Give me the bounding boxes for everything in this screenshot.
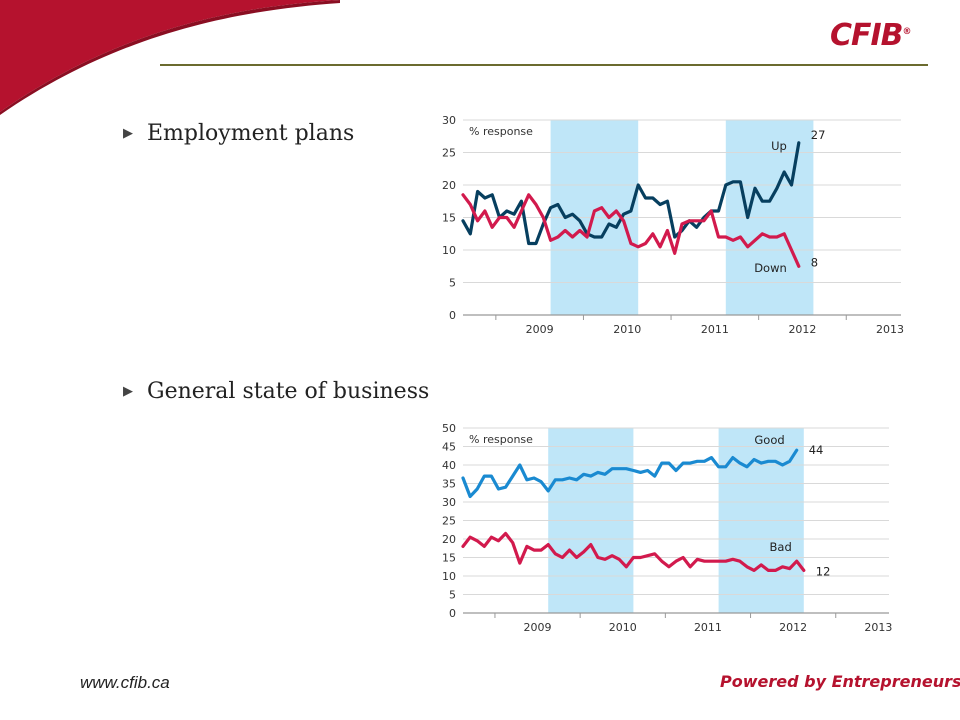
x-tick-label: 2013 [864,621,892,634]
y-tick-label: 0 [449,309,456,322]
y-tick-label: 35 [442,478,456,491]
series-end-value-down: 8 [811,255,818,269]
series-label-up: Up [771,139,787,153]
x-tick-label: 2011 [694,621,722,634]
series-line-down [461,193,801,268]
logo-registered-mark: ® [902,27,912,37]
y-tick-label: 5 [449,277,456,290]
y-tick-label: 15 [442,552,456,565]
bullet-arrow-icon: ▶ [123,384,133,399]
y-tick-label: 5 [449,589,456,602]
y-tick-label: 10 [442,244,456,257]
series-label-down: Down [754,261,787,275]
y-tick-label: 45 [442,441,456,454]
series-line-bad [461,531,806,572]
series-label-good: Good [754,433,784,447]
y-tick-label: 30 [442,114,456,127]
bullet-employment-plans: ▶ Employment plans [123,121,354,146]
footer-url[interactable]: www.cfib.ca [80,673,170,692]
x-tick-label: 2012 [788,323,816,336]
x-tick-label: 2009 [526,323,554,336]
series-label-bad: Bad [770,540,792,554]
y-tick-label: 10 [442,570,456,583]
tagline-text: Powered by Entrepreneurs. [720,672,960,691]
series-end-value-bad: 12 [816,564,831,578]
y-tick-label: 15 [442,212,456,225]
y-tick-label: 20 [442,179,456,192]
x-tick-label: 2010 [613,323,641,336]
y-tick-label: 25 [442,515,456,528]
x-tick-label: 2009 [524,621,552,634]
footer-tagline: Powered by Entrepreneurs.TM [720,672,960,691]
general-state-chart: 0 5 10 15 20 25 30 35 40 45 50 2009 2010 2011 2012 2013… [442,422,892,634]
header-swoosh [0,0,340,115]
series-line-good [461,448,799,499]
chart-annotation: % response [469,433,533,446]
series-end-value-good: 44 [809,443,824,457]
bullet-arrow-icon: ▶ [123,126,133,141]
bullet-text: General state of business [147,379,430,404]
bullet-general-state: ▶ General state of business [123,379,429,404]
y-tick-label: 40 [442,459,456,472]
y-tick-label: 0 [449,607,456,620]
y-tick-label: 50 [442,422,456,435]
bullet-text: Employment plans [147,121,355,146]
y-tick-label: 20 [442,533,456,546]
x-tick-label: 2011 [701,323,729,336]
y-tick-label: 25 [442,147,456,160]
chart-annotation: % response [469,125,533,138]
x-tick-label: 2013 [876,323,904,336]
x-tick-label: 2012 [779,621,807,634]
employment-plans-chart: 0 5 10 15 20 25 30 2009 2010 2011 2012 2013 % respon… [442,114,904,336]
series-line-up [461,141,801,246]
cfib-logo: CFIB® [830,18,912,53]
x-tick-label: 2010 [609,621,637,634]
header-rule [160,64,928,66]
logo-text: CFIB [830,18,904,53]
y-tick-label: 30 [442,496,456,509]
series-end-value-up: 27 [811,128,826,142]
